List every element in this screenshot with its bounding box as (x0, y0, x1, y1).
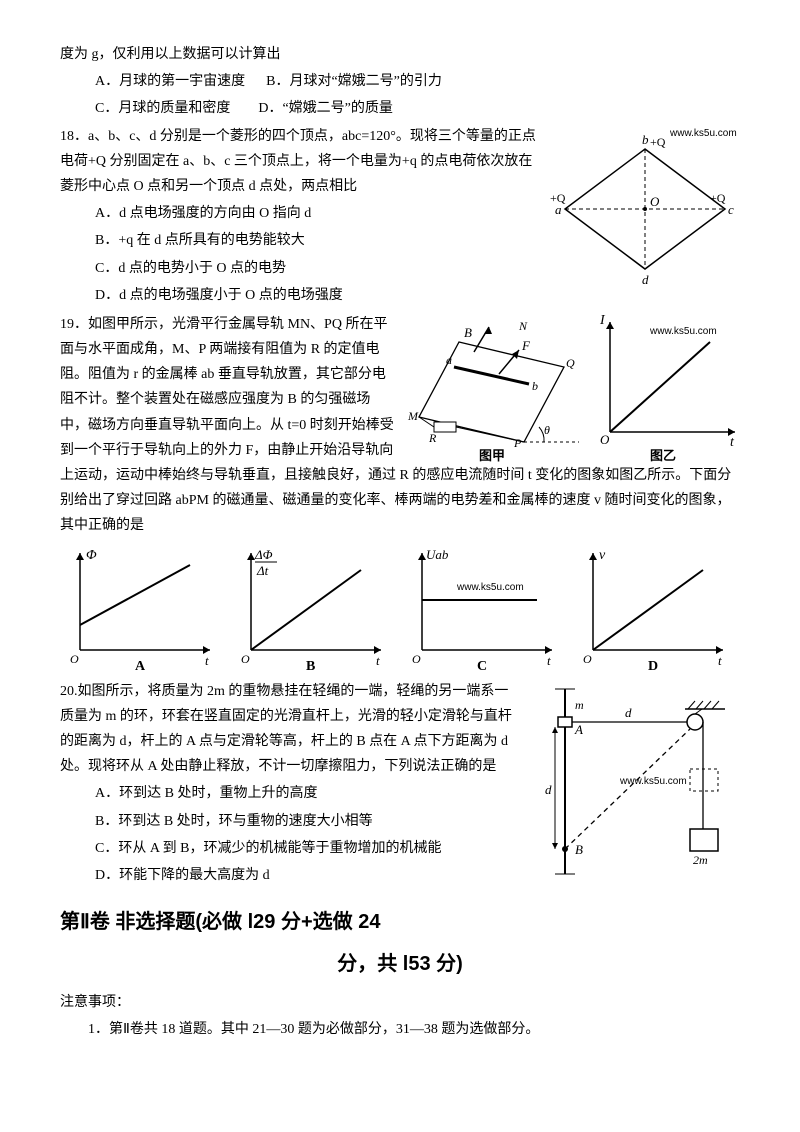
cap: A (135, 659, 146, 674)
watermark: www.ks5u.com (649, 326, 717, 337)
label-Q: Q (566, 356, 575, 370)
q19-graph-D: v t O D (573, 545, 740, 675)
q20-figure: www.ks5u.com m A B d d 2m (530, 679, 740, 889)
q19-figure-jia: a b B F M P N Q R θ 图甲 (404, 312, 584, 462)
label-m: m (575, 698, 584, 712)
label-R: R (428, 431, 437, 445)
label-pQ-a: +Q (550, 191, 566, 205)
q19-options-row: Φ t O A ΔΦ Δt t O B www.ks5u.com Uab t O… (60, 545, 740, 675)
label-pQ-c: +Q (710, 191, 726, 205)
label-d2: d (625, 705, 632, 720)
O: O (70, 652, 79, 666)
section2-title2: 分，共 l53 分) (60, 946, 740, 982)
notice-item1: 1．第Ⅱ卷共 18 道题。其中 21—30 题为必做部分，31—38 题为选做部… (60, 1017, 740, 1042)
label-O: O (600, 432, 610, 447)
label-B: B (575, 842, 583, 857)
label-O: O (650, 194, 660, 209)
q18-rhombus-figure: www.ks5u.com b +Q a +Q c +Q d O (550, 124, 740, 294)
q19-graph-C: www.ks5u.com Uab t O C (402, 545, 569, 675)
label-b: b (642, 132, 649, 147)
ylabel: ΔΦ (254, 547, 273, 562)
cap: D (648, 659, 658, 674)
label-c: c (728, 202, 734, 217)
q17-optD-text: D．“嫦娥二号”的质量 (258, 101, 393, 116)
ylabel: Uab (426, 547, 449, 562)
label-2m: 2m (693, 853, 708, 867)
q17-optA-text: A．月球的第一宇宙速度 (95, 74, 245, 89)
q19-graph-B: ΔΦ Δt t O B (231, 545, 398, 675)
xlabel: t (718, 653, 722, 668)
label-d: d (642, 272, 649, 287)
label-pQ-b: +Q (650, 135, 666, 149)
q17-optB-text: B．月球对“嫦娥二号”的引力 (266, 74, 442, 89)
xlabel: t (376, 653, 380, 668)
section2-title: 第Ⅱ卷 非选择题(必做 l29 分+选做 24 (60, 904, 740, 940)
label-F: F (521, 338, 531, 353)
q17-optA: A．月球的第一宇宙速度 B．月球对“嫦娥二号”的引力 (60, 69, 740, 94)
label-B: B (464, 325, 472, 340)
caption-yi: 图乙 (650, 448, 676, 462)
ylabel: Φ (86, 548, 97, 563)
watermark: www.ks5u.com (456, 582, 524, 593)
ylabel2: Δt (256, 563, 269, 578)
q19-figure-yi: www.ks5u.com I t O 图乙 (590, 312, 740, 462)
q17-stem-cont: 度为 g，仅利用以上数据可以计算出 (60, 42, 740, 67)
label-I: I (599, 313, 606, 328)
watermark: www.ks5u.com (619, 776, 687, 787)
cap: C (477, 659, 487, 674)
label-N: N (518, 319, 528, 333)
label-d: d (545, 782, 552, 797)
label-a: a (446, 353, 452, 367)
xlabel: t (547, 653, 551, 668)
label-A: A (574, 722, 583, 737)
O: O (583, 652, 592, 666)
label-M: M (407, 409, 419, 423)
label-b: b (532, 379, 538, 393)
label-t: t (730, 435, 735, 450)
notice-label: 注意事项： (60, 990, 740, 1015)
label-theta: θ (544, 423, 550, 437)
O: O (412, 652, 421, 666)
watermark: www.ks5u.com (669, 128, 737, 139)
label-P: P (513, 436, 522, 450)
q17-optC-text: C．月球的质量和密度 (95, 101, 230, 116)
caption-jia: 图甲 (479, 448, 505, 462)
ylabel: v (599, 548, 606, 563)
q19-graph-A: Φ t O A (60, 545, 227, 675)
O: O (241, 652, 250, 666)
q17-optC: C．月球的质量和密度 D．“嫦娥二号”的质量 (60, 96, 740, 121)
cap: B (306, 659, 315, 674)
xlabel: t (205, 653, 209, 668)
